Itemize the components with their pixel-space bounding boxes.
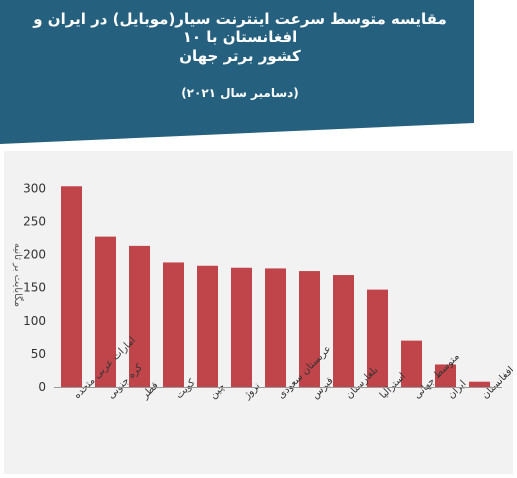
bar-2 <box>129 245 150 387</box>
bar-1 <box>95 236 116 387</box>
bar-7 <box>299 271 320 387</box>
y-tick-label-0: 0 <box>38 380 46 394</box>
bar-3 <box>163 262 184 387</box>
bar-12 <box>469 381 490 387</box>
bar-9 <box>367 289 388 387</box>
bar-8 <box>333 275 354 387</box>
y-tick-label-3: 150 <box>23 281 46 295</box>
y-tick-label-4: 200 <box>23 248 46 262</box>
bar-6 <box>265 268 286 387</box>
bar-10 <box>401 340 422 387</box>
y-tick-label-5: 250 <box>23 214 46 228</box>
bars-layer <box>61 186 490 387</box>
chart-subtitle: (دسامبر سال ۲۰۲۱) <box>181 86 299 100</box>
bar-0 <box>61 186 82 387</box>
y-tick-label-6: 300 <box>23 181 46 195</box>
y-tick-label-1: 50 <box>31 347 46 361</box>
y-tick-label-2: 100 <box>23 314 46 328</box>
y-axis-ticks: 0 50 100 150 200 250 300 <box>23 181 46 394</box>
bar-5 <box>231 267 252 387</box>
bar-11 <box>435 364 456 387</box>
y-axis-label: مگابایت بر ثانیه <box>12 243 24 307</box>
chart-title: مقایسه متوسط سرعت اینترنت سیار(موبایل) د… <box>33 10 447 46</box>
chart-panel: 0 50 100 150 200 250 300 امارات عربی متحده کره … <box>4 151 513 474</box>
bar-4 <box>197 265 218 387</box>
header-banner <box>0 0 474 144</box>
chart-title-line-2: کشور برتر جهان <box>179 47 301 65</box>
header-background <box>0 0 474 144</box>
